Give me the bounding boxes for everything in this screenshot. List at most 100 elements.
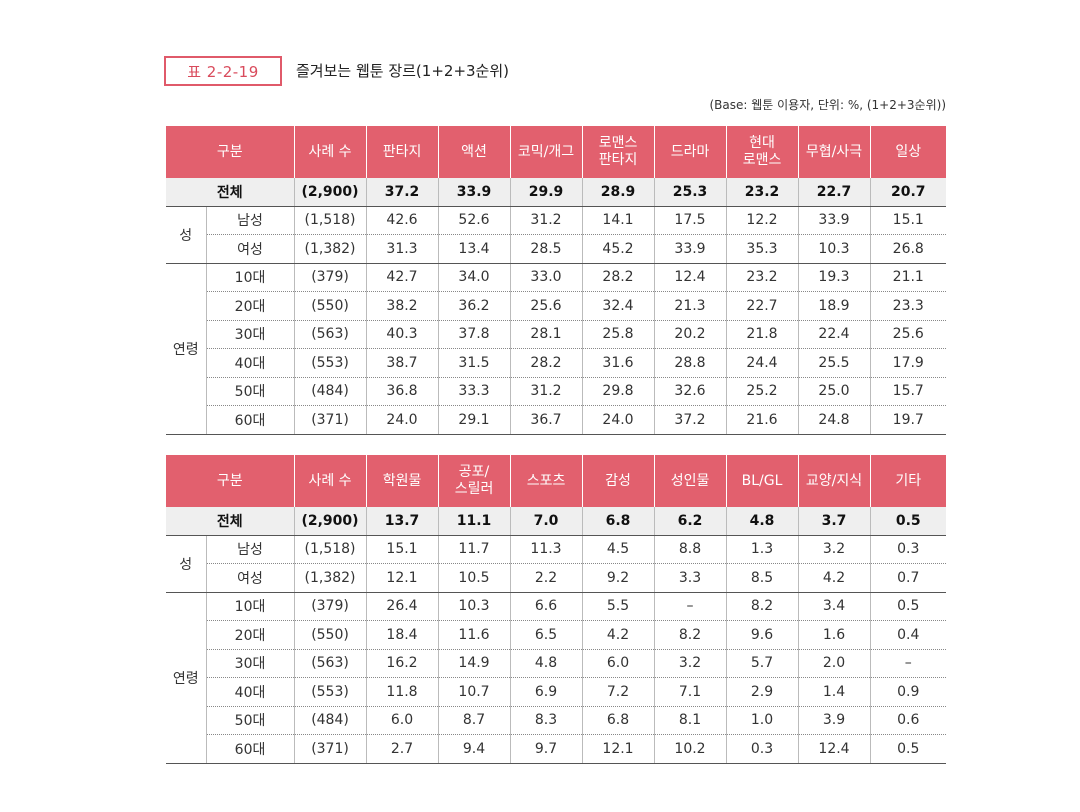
- value-cell: 38.7: [365, 348, 439, 378]
- value-cell: 10.7: [437, 677, 511, 707]
- row-label: 20대: [205, 620, 295, 650]
- value-cell: 10.3: [437, 592, 511, 621]
- value-cell: 25.5: [797, 348, 871, 378]
- row-label: 50대: [205, 706, 295, 735]
- value-cell: 16.2: [365, 649, 439, 678]
- value-cell: 3.2: [653, 649, 727, 678]
- value-cell: 7.1: [653, 677, 727, 707]
- row-label: 60대: [205, 405, 295, 435]
- value-cell: 3.4: [797, 592, 871, 621]
- sample-size: (379): [293, 263, 367, 292]
- header-genre: 학원물: [365, 455, 439, 507]
- value-cell: 25.3: [653, 178, 727, 207]
- header-genre: 무협/사극: [797, 126, 871, 178]
- value-cell: 18.9: [797, 291, 871, 321]
- value-cell: 14.9: [437, 649, 511, 678]
- value-cell: 11.3: [509, 535, 583, 564]
- header-sample-size: 사례 수: [293, 455, 367, 507]
- table-row: 여성 (1,382) 12.1 10.5 2.2 9.2 3.3 8.5 4.2 0.7: [166, 563, 947, 593]
- value-cell: 4.8: [725, 507, 799, 536]
- value-cell: 3.2: [797, 535, 871, 564]
- value-cell: 28.9: [581, 178, 655, 207]
- header-row: 구분 사례 수 학원물 공포/ 스릴러 스포츠 감성 성인물 BL/GL 교양/지식 기타: [166, 455, 947, 507]
- value-cell: 5.7: [725, 649, 799, 678]
- value-cell: 11.1: [437, 507, 511, 536]
- value-cell: 0.9: [869, 677, 947, 707]
- table-row: 연령 10대 (379) 26.4 10.3 6.6 5.5–8.2 3.4 0.5: [166, 592, 947, 764]
- value-cell: 25.6: [509, 291, 583, 321]
- header-genre: 공포/ 스릴러: [437, 455, 511, 507]
- table-row: 여성 (1,382) 31.3 13.4 28.5 45.2 33.9 35.3 10.3 26.…: [166, 234, 947, 264]
- table-row: 30대 (563) 16.2 14.9 4.8 6.0 3.2 5.7 2.0–: [166, 649, 947, 678]
- group-label: 연령: [166, 592, 206, 764]
- value-cell: 31.5: [437, 348, 511, 378]
- value-cell: 36.2: [437, 291, 511, 321]
- value-cell: 29.9: [509, 178, 583, 207]
- header-row: 구분 사례 수 판타지 액션 코믹/개그 로맨스 판타지 드라마 현대 로맨스 무협/사극 일상: [166, 126, 947, 178]
- value-cell: 12.4: [653, 263, 727, 292]
- row-label: 10대: [205, 592, 295, 621]
- value-cell: 29.1: [437, 405, 511, 435]
- value-cell: 8.1: [653, 706, 727, 735]
- sample-size: (1,382): [293, 234, 367, 264]
- sample-size: (550): [293, 620, 367, 650]
- table-row: 60대 (371) 24.0 29.1 36.7 24.0 37.2 21.6 24.8 19.7: [166, 405, 947, 435]
- header-genre: BL/GL: [725, 455, 799, 507]
- value-cell: 52.6: [437, 206, 511, 235]
- value-cell: 28.1: [509, 320, 583, 349]
- value-cell: 6.8: [581, 507, 655, 536]
- value-cell: 3.7: [797, 507, 871, 536]
- value-cell: 8.5: [725, 563, 799, 593]
- sample-size: (371): [293, 734, 367, 764]
- value-cell: 17.5: [653, 206, 727, 235]
- value-cell: 2.9: [725, 677, 799, 707]
- value-cell: 37.8: [437, 320, 511, 349]
- value-cell: 8.2: [653, 620, 727, 650]
- value-cell: 0.3: [869, 535, 947, 564]
- value-cell: 33.3: [437, 377, 511, 406]
- value-cell: 1.6: [797, 620, 871, 650]
- header-genre: 일상: [869, 126, 947, 178]
- value-cell: 28.2: [581, 263, 655, 292]
- value-cell: 13.7: [365, 507, 439, 536]
- value-cell: 42.6: [365, 206, 439, 235]
- group-label: 성: [166, 535, 206, 593]
- value-cell: 23.2: [725, 178, 799, 207]
- header-genre: 액션: [437, 126, 511, 178]
- value-cell: 37.2: [653, 405, 727, 435]
- value-cell: 3.3: [653, 563, 727, 593]
- value-cell: 37.2: [365, 178, 439, 207]
- header-genre: 드라마: [653, 126, 727, 178]
- value-cell: 0.5: [869, 734, 947, 764]
- header-sample-size: 사례 수: [293, 126, 367, 178]
- sample-size: (550): [293, 291, 367, 321]
- value-cell: 12.2: [725, 206, 799, 235]
- table-row: 40대 (553) 38.7 31.5 28.2 31.6 28.8 24.4 25.5 17.9: [166, 348, 947, 378]
- value-cell: 25.8: [581, 320, 655, 349]
- value-cell: 19.3: [797, 263, 871, 292]
- value-cell: 33.9: [797, 206, 871, 235]
- value-cell: 21.3: [653, 291, 727, 321]
- row-label: 여성: [205, 563, 295, 593]
- value-cell: 0.6: [869, 706, 947, 735]
- value-cell: 31.2: [509, 377, 583, 406]
- value-cell: 23.2: [725, 263, 799, 292]
- value-cell: 4.2: [581, 620, 655, 650]
- value-cell: 9.4: [437, 734, 511, 764]
- group-label: 성: [166, 206, 206, 264]
- value-cell: 11.8: [365, 677, 439, 707]
- value-cell: 13.4: [437, 234, 511, 264]
- value-cell: 0.7: [869, 563, 947, 593]
- table-row: 30대 (563) 40.3 37.8 28.1 25.8 20.2 21.8 22.4 25.6: [166, 320, 947, 349]
- row-label: 10대: [205, 263, 295, 292]
- value-cell: 6.5: [509, 620, 583, 650]
- sample-size: (563): [293, 320, 367, 349]
- total-label: 전체: [166, 178, 295, 207]
- sample-size: (484): [293, 377, 367, 406]
- value-cell: 26.8: [869, 234, 947, 264]
- row-label: 60대: [205, 734, 295, 764]
- sample-size: (1,518): [293, 206, 367, 235]
- value-cell: 9.2: [581, 563, 655, 593]
- value-cell: 4.2: [797, 563, 871, 593]
- value-cell: 1.4: [797, 677, 871, 707]
